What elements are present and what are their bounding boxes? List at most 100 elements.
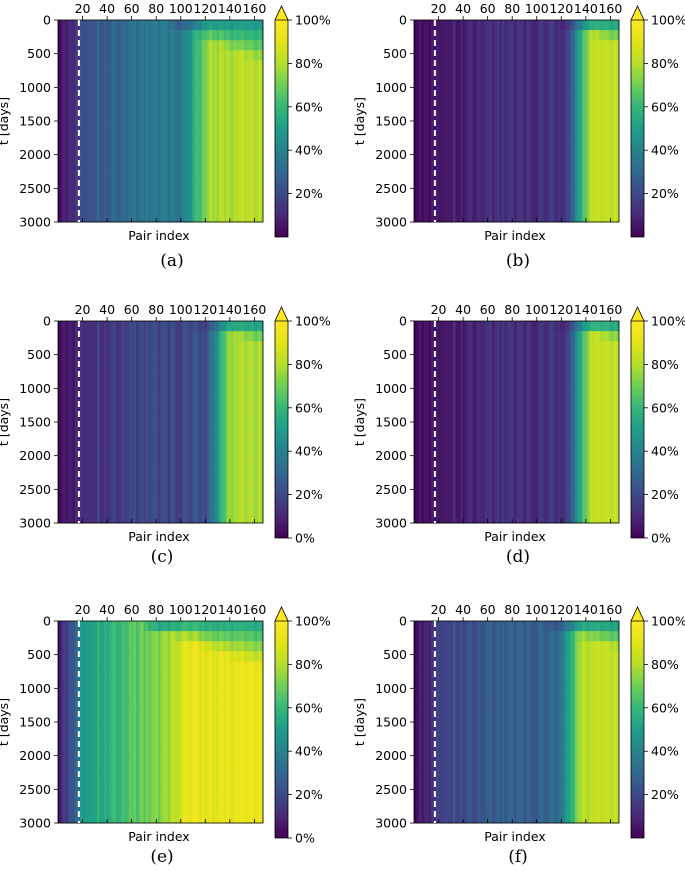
heatmap-cell [462,141,466,152]
heatmap-cell [543,131,547,142]
y-tick-label: 500 [383,46,407,61]
heatmap-cell [97,50,100,61]
heatmap-cell [426,110,430,122]
heatmap-cell [79,40,83,51]
heatmap-cell [226,70,230,81]
heatmap-cell [143,492,147,504]
heatmap-cell [170,462,174,473]
heatmap-cell [89,50,93,61]
heatmap-cell [477,70,481,81]
heatmap-cell [82,341,86,352]
heatmap-cell [150,482,154,494]
heatmap-cell [133,422,137,433]
heatmap-cell [97,70,100,81]
heatmap-cell [219,181,222,193]
heatmap-cell [238,331,242,342]
heatmap-cell [597,121,600,132]
heatmap-cell [421,20,425,31]
heatmap-cell [233,70,237,81]
heatmap-cell [109,191,113,203]
heatmap-cell [448,80,452,92]
heatmap-cell [121,90,125,102]
heatmap-cell [518,131,522,142]
heatmap-cell [197,201,200,213]
heatmap-cell [209,110,213,122]
heatmap-cell [162,502,166,514]
heatmap-cell [143,151,147,162]
heatmap-cell [150,181,154,193]
heatmap-cell [214,391,218,403]
heatmap-cell [172,361,176,372]
heatmap-cell [99,472,103,483]
heatmap-cell [477,110,481,122]
heatmap-cell [62,462,66,473]
heatmap-cell [211,502,215,514]
heatmap-cell [521,201,525,213]
heatmap-cell [109,121,113,132]
heatmap-cell [187,201,191,213]
heatmap-cell [70,442,74,453]
heatmap-cell [426,70,430,81]
heatmap-cell [440,171,444,182]
heatmap-cell [594,90,598,102]
heatmap-cell [187,181,191,193]
heatmap-cell [226,341,230,352]
heatmap-cell [423,181,427,193]
heatmap-cell [440,211,444,223]
heatmap-cell [138,80,142,92]
heatmap-cell [216,50,220,61]
heatmap-cell [65,422,69,433]
heatmap-cell [501,151,505,162]
heatmap-cell [260,40,264,51]
heatmap-cell [99,492,103,504]
heatmap-cell [121,121,125,132]
heatmap-cell [418,161,422,172]
heatmap-cell [177,40,181,51]
heatmap-cell [79,30,83,41]
heatmap-cell [128,110,132,122]
heatmap-cell [153,492,157,504]
heatmap-cell [94,452,98,463]
heatmap-cell [465,20,469,31]
heatmap-cell [228,161,232,172]
heatmap-cell [197,512,200,524]
heatmap-cell [453,131,456,142]
heatmap-cell [136,331,139,342]
heatmap-cell [550,181,554,193]
heatmap-cell [555,70,559,81]
heatmap-cell [428,161,432,172]
heatmap-cell [211,131,215,142]
heatmap-cell [77,201,81,213]
heatmap-cell [450,100,454,112]
heatmap-cell [89,20,93,31]
heatmap-cell [567,141,571,152]
heatmap-cell [238,191,242,203]
heatmap-cell [470,90,473,102]
heatmap-cell [182,40,186,51]
heatmap-cell [116,331,120,342]
heatmap-cell [526,141,530,152]
heatmap-cell [514,110,517,122]
heatmap-cell [477,151,481,162]
heatmap-cell [155,70,159,81]
heatmap-cell [160,321,164,332]
heatmap-cell [584,40,588,51]
heatmap-cell [592,161,595,172]
heatmap-cell [457,211,461,223]
heatmap-cell [431,201,434,213]
heatmap-cell [258,171,261,182]
heatmap-cell [77,462,81,473]
heatmap-cell [555,20,559,31]
heatmap-cell [223,121,227,132]
heatmap-cell [119,131,122,142]
heatmap-cell [97,201,100,213]
heatmap-cell [167,442,171,453]
heatmap-cell [136,201,139,213]
heatmap-cell [84,181,88,193]
heatmap-cell [231,70,235,81]
heatmap-cell [184,60,188,71]
heatmap-cell [160,462,164,473]
heatmap-cell [101,411,105,423]
heatmap-cell [543,141,547,152]
heatmap-cell [570,141,574,152]
